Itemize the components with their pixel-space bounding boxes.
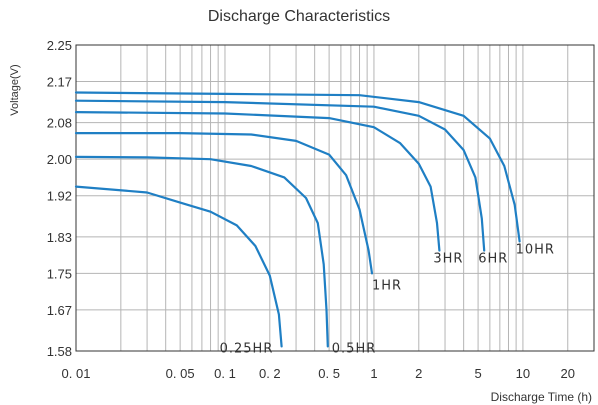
x-tick-label: 0. 2 [259, 366, 281, 381]
y-tick-label: 2.25 [47, 38, 72, 53]
y-tick-label: 1.75 [47, 266, 72, 281]
grid [75, 44, 595, 352]
y-axis-label: Voltage(V) [9, 64, 21, 115]
x-tick-label: 5 [474, 366, 481, 381]
series-line-0-25hr [74, 185, 283, 348]
x-tick-label: 0. 01 [62, 366, 91, 381]
curve-label-0-25hr: 0.25HR [220, 341, 274, 356]
curve-label-6hr: 6HR [478, 252, 508, 267]
x-tick-label: 10 [516, 366, 530, 381]
x-axis-label: Discharge Time (h) [491, 390, 592, 404]
y-tick-label: 1.67 [47, 303, 72, 318]
series-line-3hr [74, 111, 441, 252]
y-tick-label: 2.08 [47, 116, 72, 131]
curve-labels: 0.25HR 0.5HR 1HR 3HR 6HR 10HR [220, 242, 555, 356]
curve-label-1hr: 1HR [372, 278, 402, 293]
x-tick-label: 20 [561, 366, 575, 381]
y-tick-label: 1.92 [47, 189, 72, 204]
x-tick-label: 0. 1 [214, 366, 236, 381]
x-tick-label: 1 [370, 366, 377, 381]
x-tick-label: 0. 5 [318, 366, 340, 381]
chart-title: Discharge Characteristics [207, 8, 391, 25]
curve-label-3hr: 3HR [433, 252, 463, 267]
series-line-10hr [74, 91, 521, 243]
y-tick-label: 1.58 [47, 344, 72, 359]
y-tick-label: 1.83 [47, 230, 72, 245]
y-tick-label: 2.00 [47, 152, 72, 167]
series-line-0-5hr [74, 155, 329, 348]
curve-label-0-5hr: 0.5HR [332, 341, 376, 356]
y-tick-label: 2.17 [47, 75, 72, 90]
x-tick-label: 0. 05 [166, 366, 195, 381]
x-tick-label: 2 [415, 366, 422, 381]
curve-label-10hr: 10HR [516, 242, 555, 257]
plot-frame [75, 44, 595, 352]
series-line-1hr [74, 132, 374, 275]
series [74, 91, 521, 348]
y-axis-ticks: 1.58 1.67 1.75 1.83 1.92 2.00 2.08 2.17 2.25 [47, 38, 72, 359]
series-line-6hr [74, 99, 486, 252]
x-axis-ticks: 0. 01 0. 05 0. 1 0. 2 0. 5 1 2 5 10 20 [62, 366, 575, 381]
